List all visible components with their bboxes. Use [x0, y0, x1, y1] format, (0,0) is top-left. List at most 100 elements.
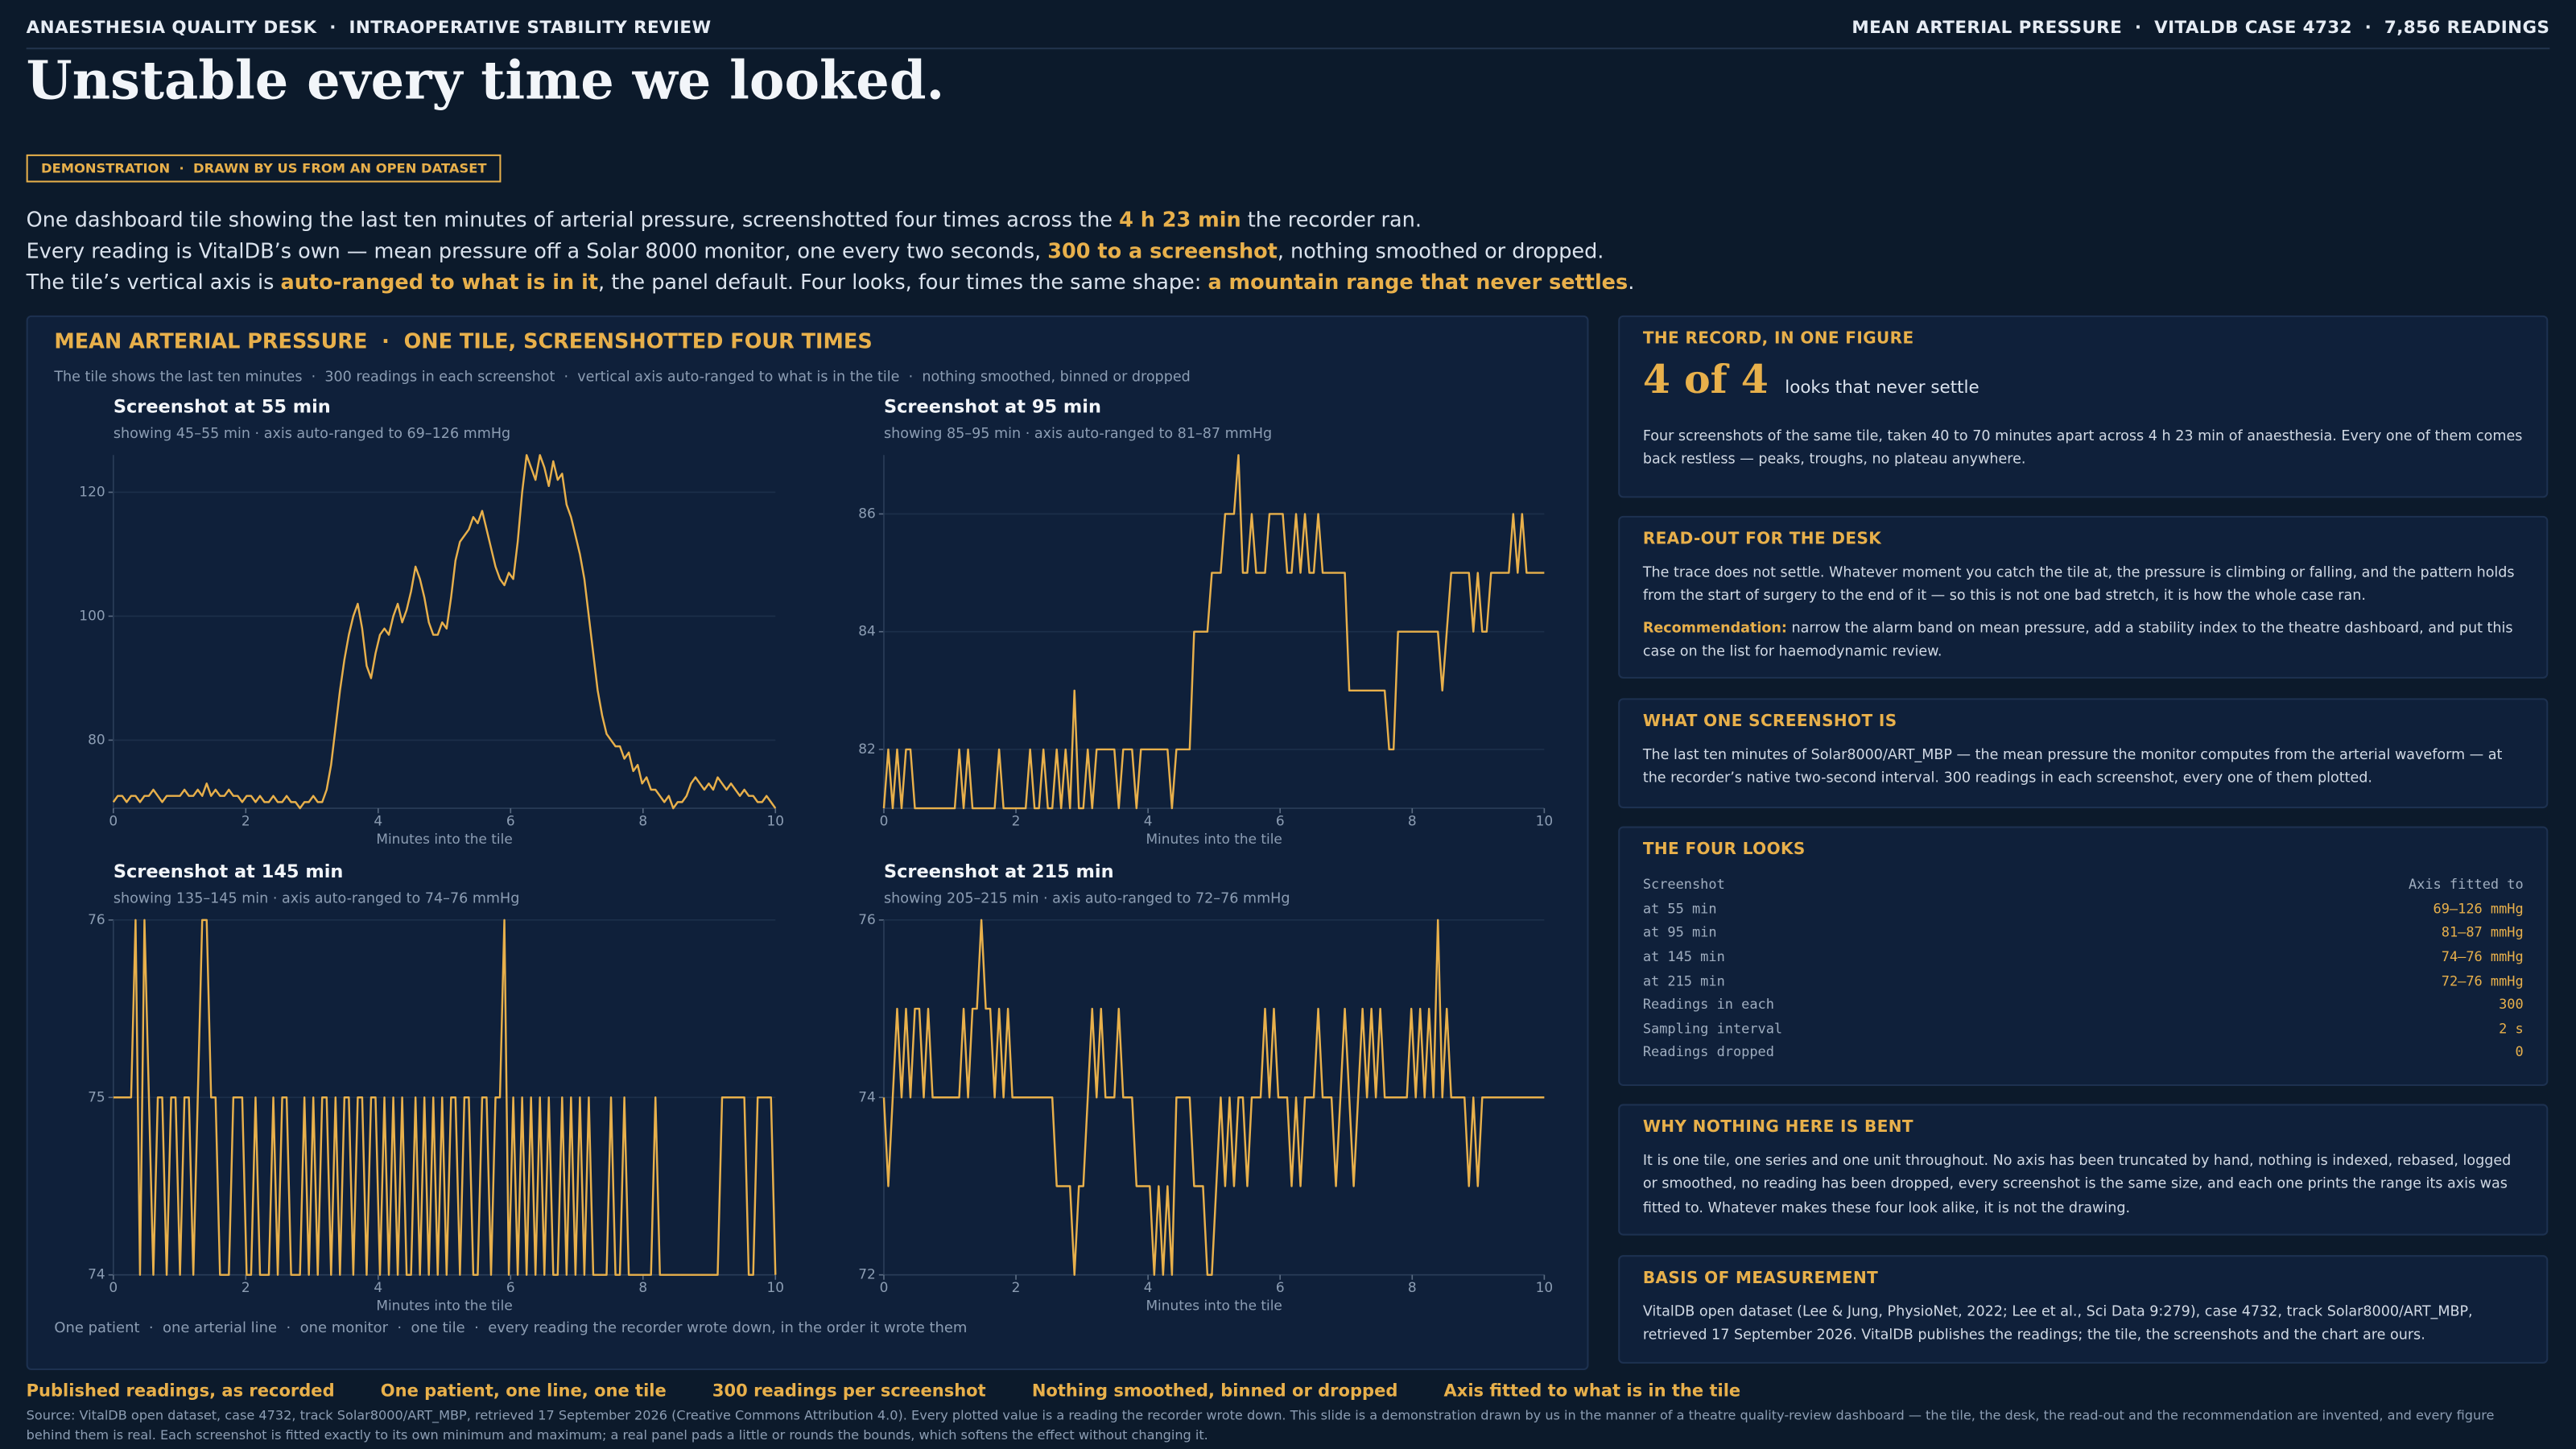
card-text: Recommendation: narrow the alarm band on…	[1643, 617, 2524, 664]
recommendation: narrow the alarm band on mean pressure, …	[1642, 620, 2513, 661]
header-cell: Axis fitted to	[2408, 876, 2524, 893]
y-tick-label: 82	[858, 741, 876, 757]
card-text: VitalDB open dataset (Lee & Jung, Physio…	[1642, 1304, 2473, 1344]
data-line	[113, 919, 777, 1276]
x-tick-label: 0	[109, 812, 118, 828]
x-tick-label: 10	[766, 1279, 784, 1295]
y-tick-label: 75	[88, 1088, 105, 1104]
table-cell: at 215 min	[1642, 972, 1725, 989]
table-cell: at 145 min	[1642, 947, 1725, 965]
highlight: auto-ranged to what is in it	[280, 269, 599, 295]
x-tick-label: 0	[880, 812, 889, 828]
y-tick-label: 100	[79, 607, 105, 623]
x-tick-label: 8	[1408, 1279, 1417, 1295]
intro-text: , the panel default. Four looks, four ti…	[598, 269, 1208, 295]
header-left: ANAESTHESIA QUALITY DESK · INTRAOPERATIV…	[26, 18, 712, 38]
big-figure: 4 of 4	[1642, 354, 1769, 402]
footer-tags: Published readings, as recorded One patie…	[27, 1381, 1740, 1401]
badge: DEMONSTRATION · DRAWN BY US FROM AN OPEN…	[26, 154, 502, 183]
card: BASIS OF MEASUREMENT VitalDB open datase…	[1618, 1255, 2549, 1364]
intro-text: Every reading is VitalDB’s own — mean pr…	[26, 237, 1048, 263]
y-tick-label: 84	[858, 623, 876, 639]
chart-panel	[26, 315, 1589, 1371]
table-cell: Readings dropped	[1642, 1043, 1774, 1061]
card-text: It is one tile, one series and one unit …	[1642, 1153, 2512, 1217]
footer-tag: One patient, one line, one tile	[380, 1381, 667, 1402]
chart-subtitle: showing 45–55 min · axis auto-ranged to …	[114, 426, 510, 442]
card: READ-OUT FOR THE DESK The trace does not…	[1618, 515, 2549, 679]
table-row: Readings dropped 0	[1643, 1040, 2524, 1064]
intro-line: One dashboard tile showing the last ten …	[27, 204, 1635, 235]
chart-title: Screenshot at 215 min	[884, 861, 1114, 882]
x-tick-label: 6	[1276, 1279, 1285, 1295]
x-axis-label: Minutes into the tile	[376, 831, 512, 847]
highlight: 4 h 23 min	[1119, 207, 1241, 232]
data-line	[112, 454, 777, 810]
card: THE FOUR LOOKS Screenshot Axis fitted to a…	[1618, 826, 2549, 1086]
y-tick-label: 76	[88, 911, 105, 927]
x-tick-label: 10	[1536, 812, 1554, 828]
table-row: at 215 min 72–76 mmHg	[1643, 968, 2524, 993]
chart-subtitle: showing 205–215 min · axis auto-ranged t…	[884, 890, 1290, 906]
x-tick-label: 6	[506, 812, 515, 828]
page-title: Unstable every time we looked.	[26, 49, 945, 112]
intro-text: One dashboard tile showing the last ten …	[26, 207, 1120, 232]
card: THE RECORD, IN ONE FIGURE 4 of 4 looks th…	[1618, 315, 2549, 498]
footer-tag: 300 readings per screenshot	[712, 1381, 986, 1402]
table-cell: at 55 min	[1642, 900, 1717, 917]
card-heading: WHAT ONE SCREENSHOT IS	[1642, 712, 1897, 732]
card-heading: THE RECORD, IN ONE FIGURE	[1642, 330, 1914, 349]
table-cell: 0	[2515, 1043, 2524, 1061]
x-tick-label: 4	[374, 1279, 382, 1295]
recommendation-label: Recommendation:	[1642, 620, 1787, 638]
card-text: Four screenshots of the same tile, taken…	[1642, 428, 2523, 469]
x-tick-label: 10	[766, 812, 784, 828]
card: WHAT ONE SCREENSHOT IS The last ten minu…	[1618, 698, 2549, 809]
chart-subtitle: showing 135–145 min · axis auto-ranged t…	[114, 890, 520, 906]
chart-title: Screenshot at 95 min	[884, 397, 1101, 418]
source-note: Source: VitalDB open dataset, case 4732,…	[26, 1407, 2495, 1443]
card-heading: THE FOUR LOOKS	[1642, 840, 1806, 860]
figure-note: looks that never settle	[1785, 378, 1979, 398]
y-tick-label: 120	[79, 483, 105, 499]
x-tick-label: 0	[109, 1279, 118, 1295]
x-tick-label: 8	[638, 812, 647, 828]
table-row: Sampling interval 2 s	[1643, 1016, 2524, 1040]
card-heading: BASIS OF MEASUREMENT	[1642, 1269, 1879, 1288]
intro-line: Every reading is VitalDB’s own — mean pr…	[27, 235, 1635, 266]
footer-tag: Axis fitted to what is in the tile	[1443, 1381, 1741, 1402]
table-cell: 74–76 mmHg	[2441, 947, 2524, 965]
table-cell: Readings in each	[1642, 996, 1774, 1013]
looks-table: Screenshot Axis fitted to at 55 min 69–126 …	[1643, 873, 2524, 1064]
chart-title: Screenshot at 55 min	[114, 397, 331, 418]
intro-text: .	[1628, 269, 1635, 295]
x-tick-label: 8	[1408, 812, 1417, 828]
intro-line: The tile’s vertical axis is auto-ranged …	[27, 266, 1635, 298]
panel-footnote: One patient · one arterial line · one mo…	[54, 1320, 968, 1338]
card-text: The last ten minutes of Solar8000/ART_MB…	[1642, 747, 2503, 788]
x-tick-label: 10	[1536, 1279, 1554, 1295]
x-tick-label: 4	[374, 812, 382, 828]
table-cell: 69–126 mmHg	[2433, 900, 2524, 917]
x-tick-label: 2	[242, 812, 250, 828]
y-tick-label: 72	[858, 1266, 876, 1282]
table-cell: 2 s	[2499, 1020, 2524, 1037]
x-tick-label: 4	[1144, 1279, 1153, 1295]
intro-text: The tile’s vertical axis is	[26, 269, 281, 295]
table-cell: 72–76 mmHg	[2441, 972, 2524, 989]
card-heading: READ-OUT FOR THE DESK	[1642, 530, 1882, 549]
y-tick-label: 74	[858, 1088, 876, 1104]
x-tick-label: 2	[1012, 812, 1021, 828]
x-tick-label: 2	[242, 1279, 250, 1295]
card: WHY NOTHING HERE IS BENT It is one tile,…	[1618, 1104, 2549, 1236]
intro-text: , nothing smoothed or dropped.	[1277, 237, 1604, 263]
table-cell: 81–87 mmHg	[2441, 923, 2524, 941]
y-tick-label: 86	[858, 505, 876, 521]
table-row: at 95 min 81–87 mmHg	[1643, 920, 2524, 944]
table-cell: 300	[2499, 996, 2524, 1013]
intro-text: the recorder ran.	[1241, 207, 1422, 232]
footer-tag: Published readings, as recorded	[26, 1381, 335, 1402]
